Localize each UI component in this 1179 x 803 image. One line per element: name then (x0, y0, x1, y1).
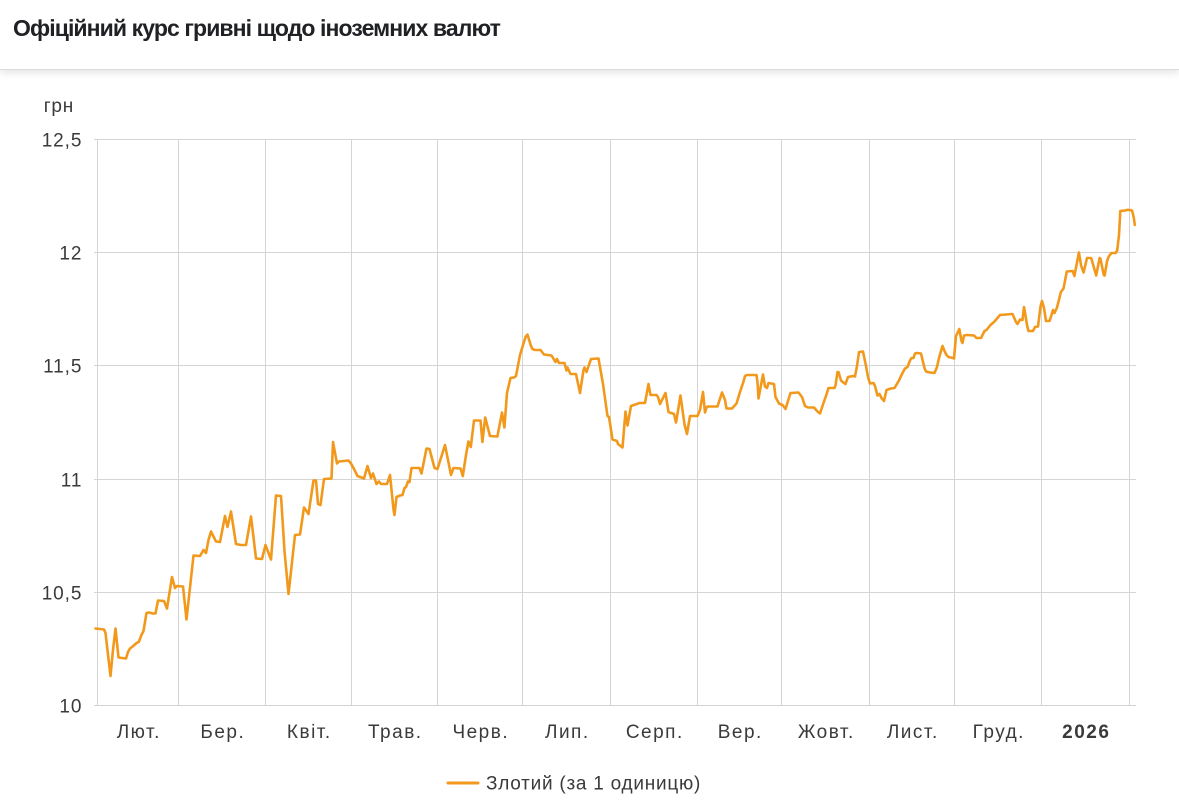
svg-text:Вер.: Вер. (718, 722, 763, 743)
svg-text:Жовт.: Жовт. (798, 722, 855, 743)
svg-text:Серп.: Серп. (626, 722, 684, 743)
svg-text:Лют.: Лют. (117, 722, 161, 743)
svg-text:Квіт.: Квіт. (287, 722, 332, 743)
svg-text:11,5: 11,5 (43, 356, 82, 377)
svg-text:10: 10 (59, 696, 82, 717)
svg-text:12: 12 (59, 243, 82, 264)
svg-text:грн: грн (44, 96, 74, 117)
svg-text:Груд.: Груд. (973, 722, 1025, 743)
svg-text:12,5: 12,5 (42, 130, 83, 151)
svg-text:Лист.: Лист. (887, 722, 939, 743)
svg-text:11: 11 (61, 470, 83, 491)
svg-text:Черв.: Черв. (452, 722, 509, 743)
svg-text:Лип.: Лип. (545, 722, 590, 743)
svg-text:Трав.: Трав. (368, 722, 423, 743)
svg-text:Бер.: Бер. (200, 722, 245, 743)
svg-text:Злотий (за 1 одиницю): Злотий (за 1 одиницю) (486, 774, 701, 795)
svg-text:10,5: 10,5 (42, 583, 83, 604)
svg-text:2026: 2026 (1062, 722, 1110, 743)
